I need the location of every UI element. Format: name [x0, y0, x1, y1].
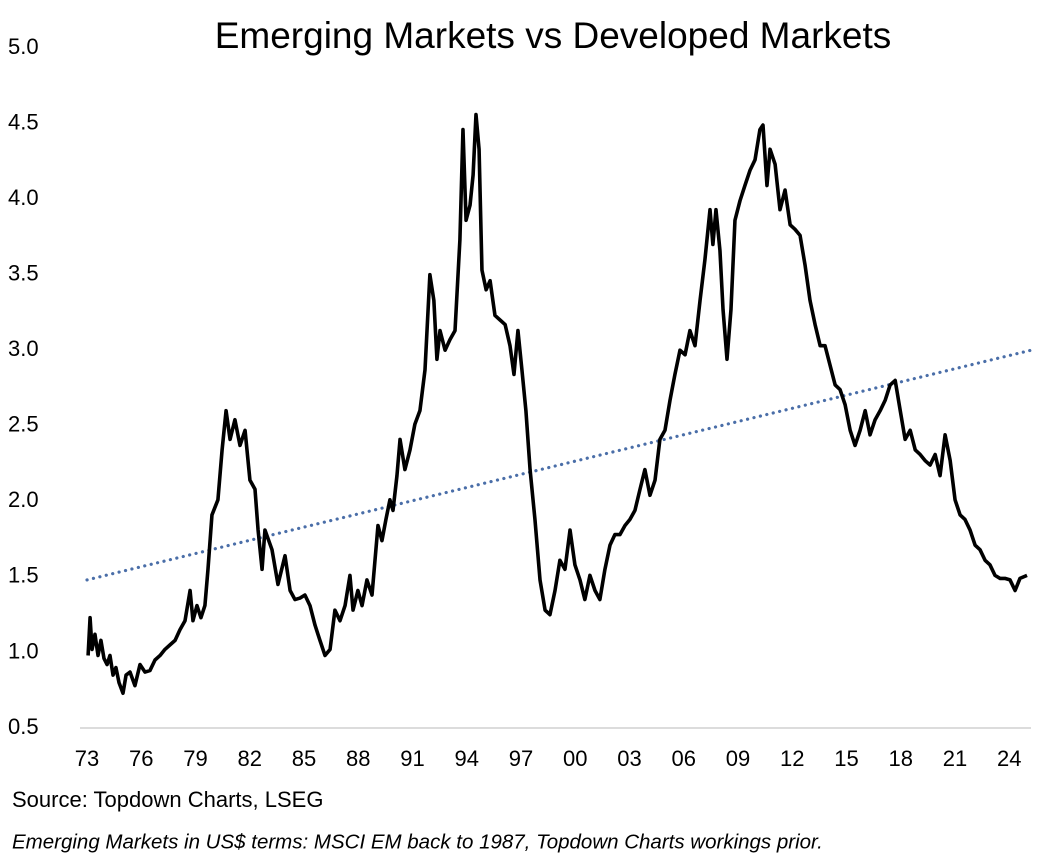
- x-tick-label: 73: [75, 746, 99, 771]
- data-line: [86, 112, 1028, 696]
- x-tick-label: 24: [997, 746, 1021, 771]
- x-tick-label: 88: [346, 746, 370, 771]
- y-tick-label: 3.5: [8, 260, 39, 285]
- x-tick-label: 12: [780, 746, 804, 771]
- y-tick-label: 1.5: [8, 563, 39, 588]
- x-tick-label: 76: [129, 746, 153, 771]
- x-tick-label: 82: [238, 746, 262, 771]
- x-tick-label: 21: [943, 746, 967, 771]
- y-tick-label: 1.0: [8, 638, 39, 663]
- x-tick-label: 00: [563, 746, 587, 771]
- x-tick-label: 06: [672, 746, 696, 771]
- y-tick-label: 4.0: [8, 185, 39, 210]
- x-tick-label: 94: [455, 746, 479, 771]
- y-tick-label: 2.5: [8, 412, 39, 437]
- source: Source: Topdown Charts, LSEG: [12, 787, 323, 812]
- x-tick-label: 09: [726, 746, 750, 771]
- y-tick-label: 3.0: [8, 336, 39, 361]
- x-tick-label: 97: [509, 746, 533, 771]
- x-tick-label: 85: [292, 746, 316, 771]
- note: Emerging Markets in US$ terms: MSCI EM b…: [12, 830, 823, 853]
- x-tick-label: 15: [834, 746, 858, 771]
- y-tick-label: 4.5: [8, 109, 39, 134]
- x-tick-label: 03: [617, 746, 641, 771]
- x-tick-label: 18: [889, 746, 913, 771]
- y-tick-label: 2.0: [8, 487, 39, 512]
- x-tick-label: 91: [400, 746, 424, 771]
- y-tick-label: 0.5: [8, 714, 39, 739]
- chart-title: Emerging Markets vs Developed Markets: [215, 15, 892, 56]
- y-tick-label: 5.0: [8, 34, 39, 59]
- x-tick-label: 79: [183, 746, 207, 771]
